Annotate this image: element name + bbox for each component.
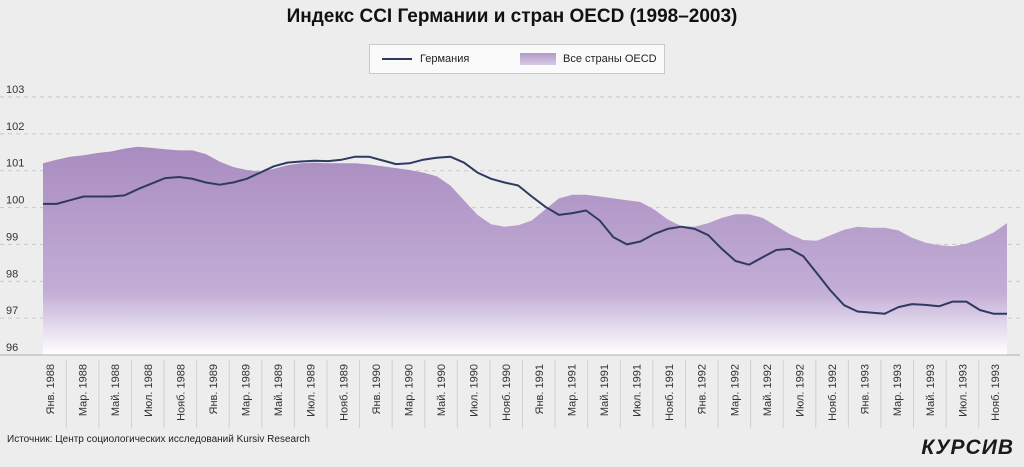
x-tick-label: Май. 1991 — [599, 364, 611, 416]
x-tick-label: Янв. 1991 — [534, 364, 546, 414]
x-tick-label: Янв. 1992 — [697, 364, 709, 414]
x-tick-label: Июл. 1990 — [469, 364, 481, 417]
x-tick-label: Май. 1992 — [762, 364, 774, 416]
x-tick-label: Нояб. 1989 — [338, 364, 350, 421]
brand-logo: КУРСИВ — [921, 436, 1014, 459]
y-tick-label-98: 98 — [6, 268, 18, 280]
y-tick-label-99: 99 — [6, 231, 18, 243]
x-tick-label: Янв. 1988 — [45, 364, 57, 414]
x-tick-label: Нояб. 1993 — [990, 364, 1002, 421]
x-tick-label: Мар. 1991 — [566, 364, 578, 416]
x-tick-label: Нояб. 1988 — [175, 364, 187, 421]
x-tick-label: Нояб. 1992 — [827, 364, 839, 421]
x-tick-label: Мар. 1990 — [403, 364, 415, 416]
x-tick-label: Нояб. 1990 — [501, 364, 513, 421]
x-tick-label: Май. 1988 — [110, 364, 122, 416]
source-note: Источник: Центр социологических исследов… — [7, 434, 310, 445]
x-tick-label: Янв. 1993 — [860, 364, 872, 414]
y-tick-label-100: 100 — [6, 195, 24, 207]
legend-item-germany: Германия — [382, 45, 469, 73]
x-tick-label: Июл. 1993 — [957, 364, 969, 417]
legend-area-swatch — [520, 53, 556, 65]
y-tick-label-103: 103 — [6, 84, 24, 96]
legend-item-oecd: Все страны OECD — [520, 45, 657, 73]
x-tick-label: Май. 1993 — [925, 364, 937, 416]
x-tick-label: Июл. 1989 — [306, 364, 318, 417]
y-tick-label-97: 97 — [6, 305, 18, 317]
germany-line — [43, 155, 1007, 315]
x-tick-label: Нояб. 1991 — [664, 364, 676, 421]
chart-title: Индекс CCI Германии и стран OECD (1998–2… — [286, 6, 738, 27]
x-tick-label: Мар. 1993 — [892, 364, 904, 416]
legend-label-oecd: Все страны OECD — [563, 53, 657, 65]
x-tick-label: Янв. 1990 — [371, 364, 383, 414]
legend-label-germany: Германия — [420, 53, 470, 65]
x-tick-label: Мар. 1988 — [78, 364, 90, 416]
x-tick-label: Янв. 1989 — [208, 364, 220, 414]
x-tick-label: Июл. 1988 — [143, 364, 155, 417]
x-tick-label: Май. 1990 — [436, 364, 448, 416]
y-tick-label-101: 101 — [6, 158, 24, 170]
x-tick-label: Июл. 1991 — [632, 364, 644, 417]
legend: Германия Все страны OECD — [369, 44, 665, 74]
x-tick-label: Июл. 1992 — [794, 364, 806, 417]
oecd-area — [43, 146, 1007, 355]
x-tick-label: Май. 1989 — [273, 364, 285, 416]
y-tick-label-96: 96 — [6, 342, 18, 354]
legend-line-swatch — [382, 58, 412, 60]
x-tick-label: Мар. 1989 — [241, 364, 253, 416]
y-tick-label-102: 102 — [6, 121, 24, 133]
x-tick-label: Мар. 1992 — [729, 364, 741, 416]
